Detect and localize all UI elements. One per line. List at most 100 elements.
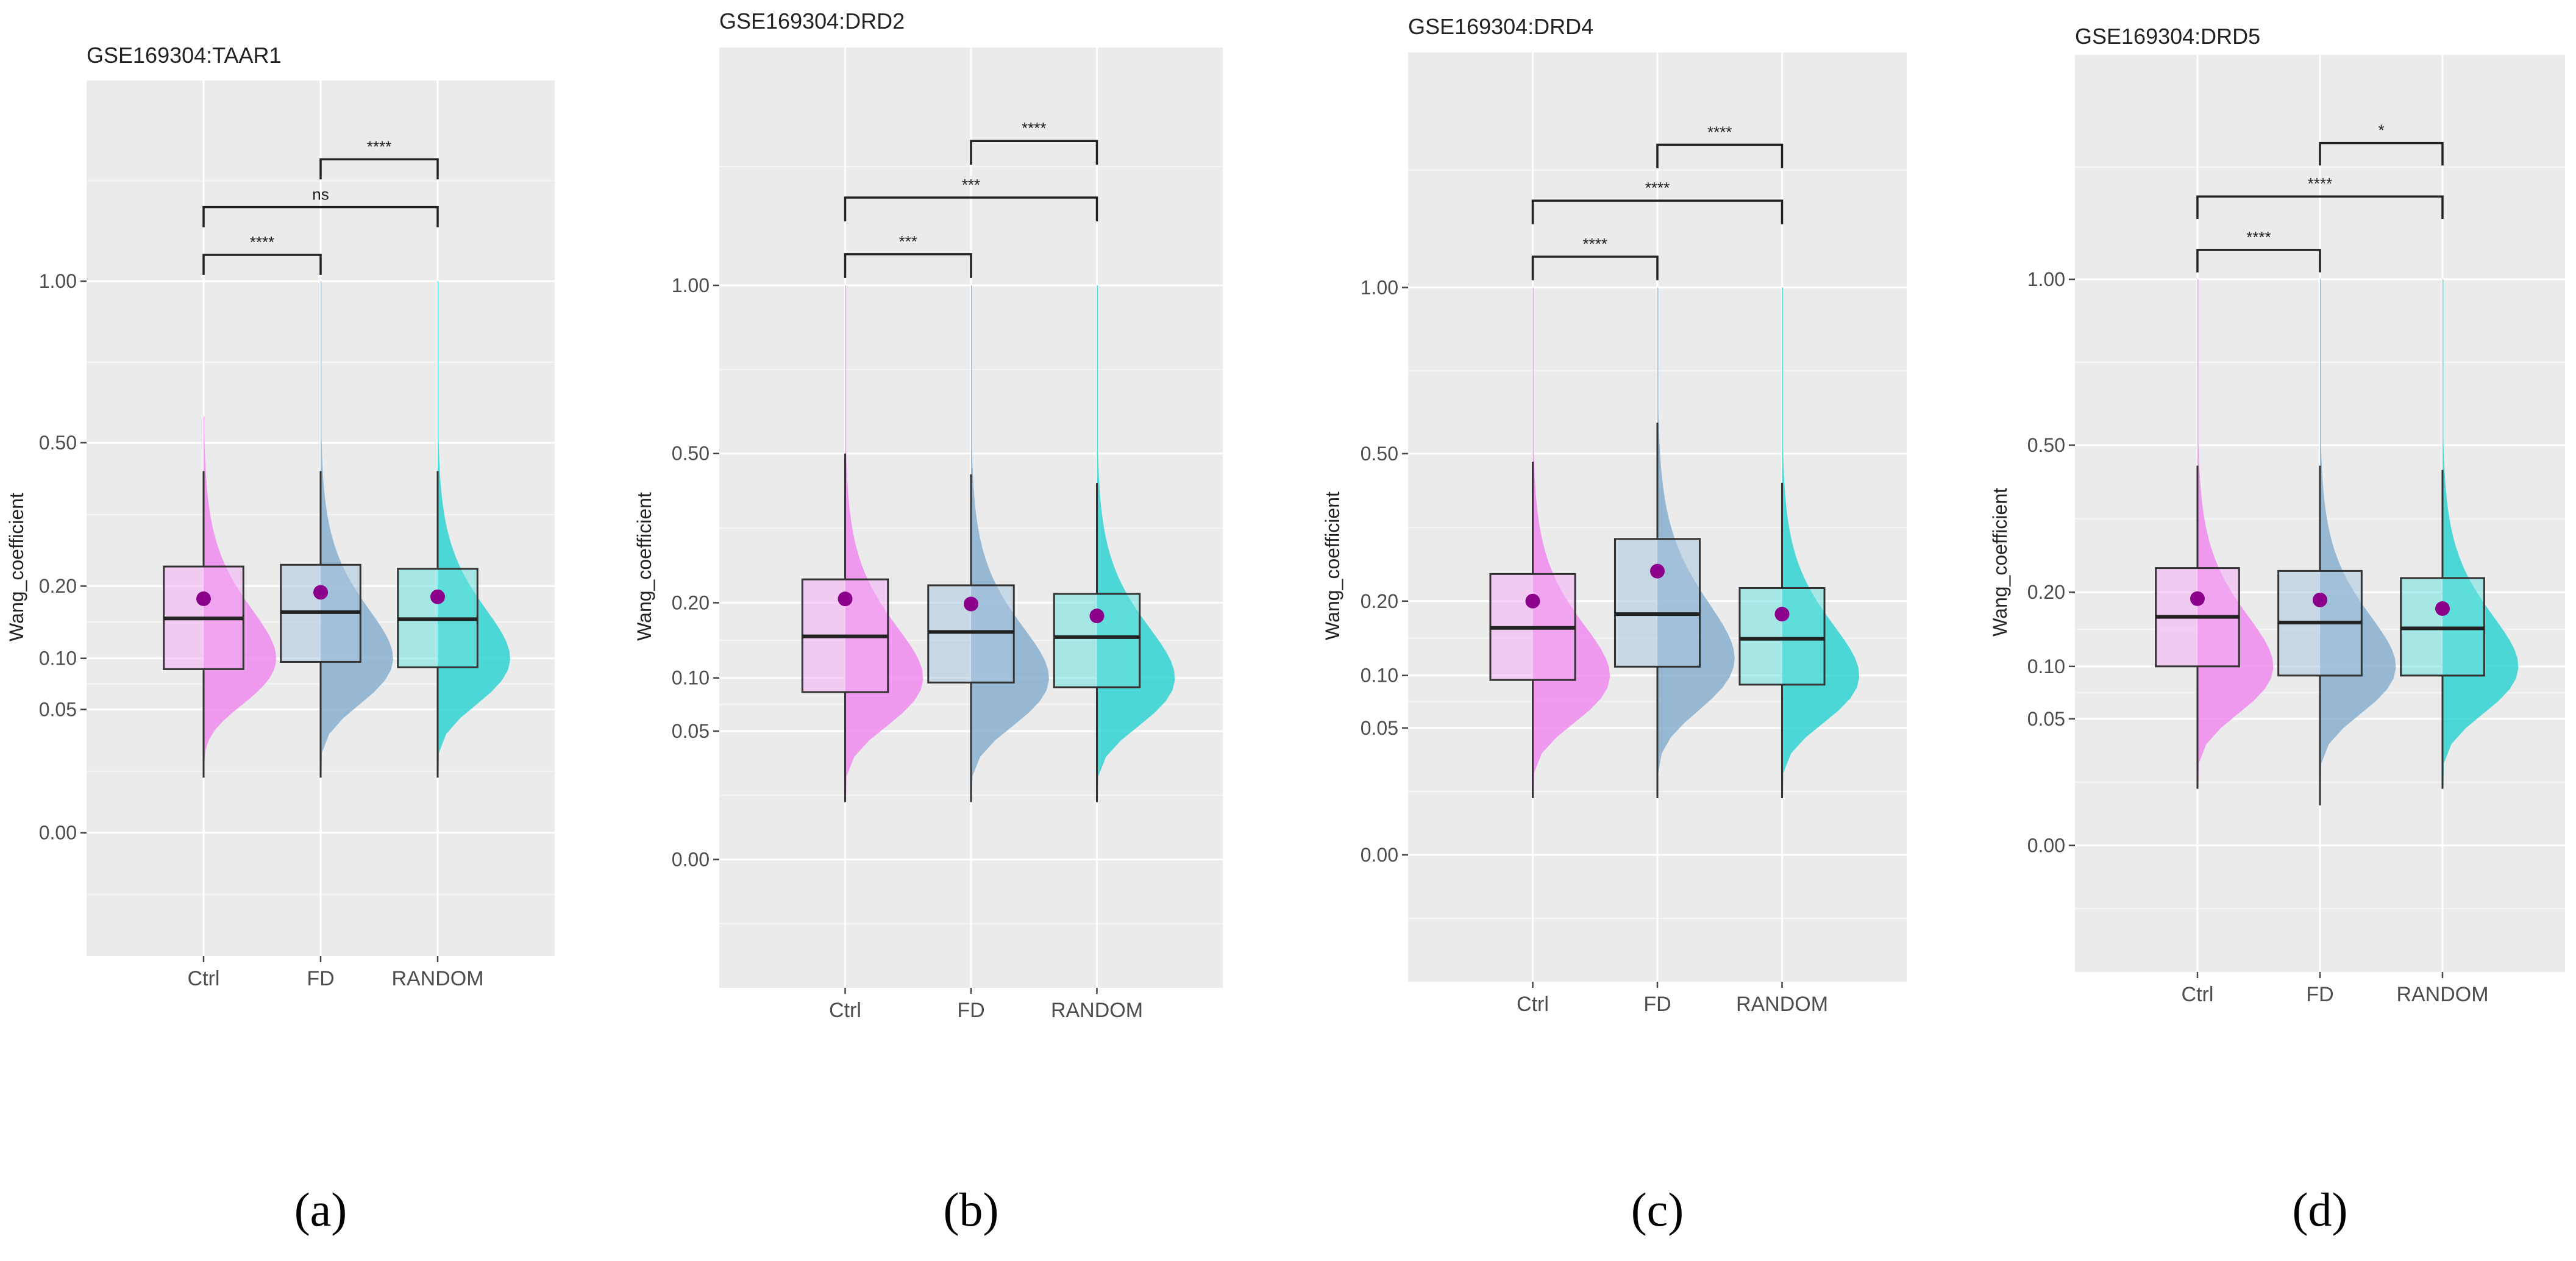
significance-label: **** <box>2246 228 2271 246</box>
y-tick-label: 0.50 <box>672 443 710 465</box>
box-fd <box>1614 538 1701 668</box>
x-tick-label: RANDOM <box>1736 993 1828 1016</box>
x-tick-label: FD <box>307 967 334 990</box>
series-ctrl <box>2155 279 2274 789</box>
x-tick-label: RANDOM <box>1051 999 1143 1022</box>
series-ctrl <box>1489 287 1610 798</box>
mean-point <box>2435 601 2450 616</box>
series-fd <box>927 285 1049 802</box>
mean-point <box>964 596 978 612</box>
y-tick-label: 1.00 <box>39 270 77 292</box>
x-tick-label: Ctrl <box>2182 983 2214 1006</box>
y-tick-label: 0.50 <box>1361 443 1398 465</box>
chart-title: GSE169304:TAAR1 <box>87 43 282 68</box>
y-tick-label: 0.20 <box>2027 581 2065 603</box>
chart-panel-3: 0.00 0.05 0.10 0.20 0.50 1.00 Ctrl FD RANDOM ****… <box>1322 14 1907 1236</box>
panel-caption: (a) <box>294 1183 347 1236</box>
mean-point <box>196 591 211 606</box>
chart-title: GSE169304:DRD4 <box>1408 14 1593 39</box>
box-random <box>1053 593 1141 688</box>
significance-label: **** <box>1707 123 1732 141</box>
y-axis-label: Wang_coefficient <box>1322 491 1343 640</box>
mean-point <box>1525 593 1540 609</box>
chart-title: GSE169304:DRD5 <box>2075 24 2260 49</box>
bracket-line <box>202 254 322 275</box>
y-tick-label: 0.10 <box>2027 656 2065 677</box>
significance-bracket: **** <box>202 233 322 275</box>
series-ctrl <box>163 416 276 778</box>
mean-point <box>2313 592 2327 607</box>
bracket-line <box>844 196 1098 222</box>
y-tick-label: 0.00 <box>672 848 710 870</box>
significance-label: **** <box>1583 235 1607 253</box>
mean-point <box>430 589 445 604</box>
y-tick-label: 0.10 <box>672 667 710 689</box>
y-tick-label: 0.10 <box>1361 665 1398 687</box>
significance-label: **** <box>1645 179 1670 197</box>
y-tick-label: 0.05 <box>1361 717 1398 739</box>
mean-point <box>838 591 853 607</box>
bracket-line <box>970 140 1098 165</box>
y-axis-label: Wang_coefficient <box>633 492 655 641</box>
bracket-line <box>2196 249 2321 273</box>
x-tick-label: RANDOM <box>2396 983 2488 1006</box>
significance-label: *** <box>962 176 980 194</box>
y-tick-label: 0.00 <box>39 822 77 844</box>
y-tick-label: 1.00 <box>1361 276 1398 298</box>
bracket-line <box>319 158 439 180</box>
y-tick-label: 0.05 <box>672 720 710 742</box>
significance-label: * <box>2378 121 2384 140</box>
mean-point <box>1089 609 1105 624</box>
significance-label: **** <box>367 137 391 155</box>
violin-fd <box>1657 287 1735 798</box>
bracket-line <box>2319 141 2444 166</box>
chart-panel-1: 0.00 0.05 0.10 0.20 0.50 1.00 Ctrl FD RANDOM ****… <box>5 43 555 1236</box>
y-tick-label: 0.50 <box>2027 434 2065 456</box>
x-tick-label: FD <box>1643 993 1671 1016</box>
significance-label: *** <box>899 232 917 251</box>
significance-bracket: *** <box>844 232 972 278</box>
x-tick-label: FD <box>2306 983 2333 1006</box>
y-axis-label: Wang_coefficient <box>5 493 27 641</box>
significance-bracket: *** <box>844 176 1098 222</box>
significance-bracket: **** <box>319 137 439 180</box>
series-random <box>397 281 510 778</box>
y-tick-label: 0.10 <box>39 648 77 670</box>
panel-caption: (b) <box>944 1183 999 1236</box>
x-tick-label: FD <box>957 999 984 1022</box>
y-tick-label: 0.00 <box>1361 844 1398 866</box>
bracket-line <box>2196 195 2444 220</box>
significance-label: **** <box>250 233 274 251</box>
x-tick-label: Ctrl <box>188 967 220 990</box>
significance-bracket: **** <box>1656 123 1784 168</box>
mean-point <box>313 585 328 600</box>
x-tick-label: Ctrl <box>1517 993 1549 1016</box>
series-random <box>1738 287 1860 798</box>
y-tick-label: 0.20 <box>1361 590 1398 612</box>
panel-caption: (d) <box>2293 1183 2348 1236</box>
box-random <box>1738 587 1826 686</box>
y-tick-label: 1.00 <box>672 274 710 296</box>
y-tick-label: 0.20 <box>672 591 710 613</box>
bracket-line <box>844 253 972 278</box>
mean-point <box>2190 591 2205 606</box>
significance-bracket: **** <box>2196 174 2444 220</box>
y-axis-label: Wang_coefficient <box>1989 488 2011 637</box>
significance-bracket: **** <box>970 119 1098 165</box>
bracket-line <box>1531 199 1784 224</box>
y-tick-label: 0.00 <box>2027 834 2065 856</box>
y-tick-label: 0.05 <box>2027 708 2065 730</box>
series-random <box>2400 279 2519 789</box>
bracket-line <box>202 205 439 227</box>
y-tick-label: 0.50 <box>39 432 77 454</box>
box-fd <box>927 584 1015 684</box>
series-fd <box>280 281 393 778</box>
significance-bracket: ns <box>202 185 439 227</box>
significance-bracket: **** <box>1531 235 1659 280</box>
significance-bracket: * <box>2319 121 2444 166</box>
series-ctrl <box>801 285 923 802</box>
